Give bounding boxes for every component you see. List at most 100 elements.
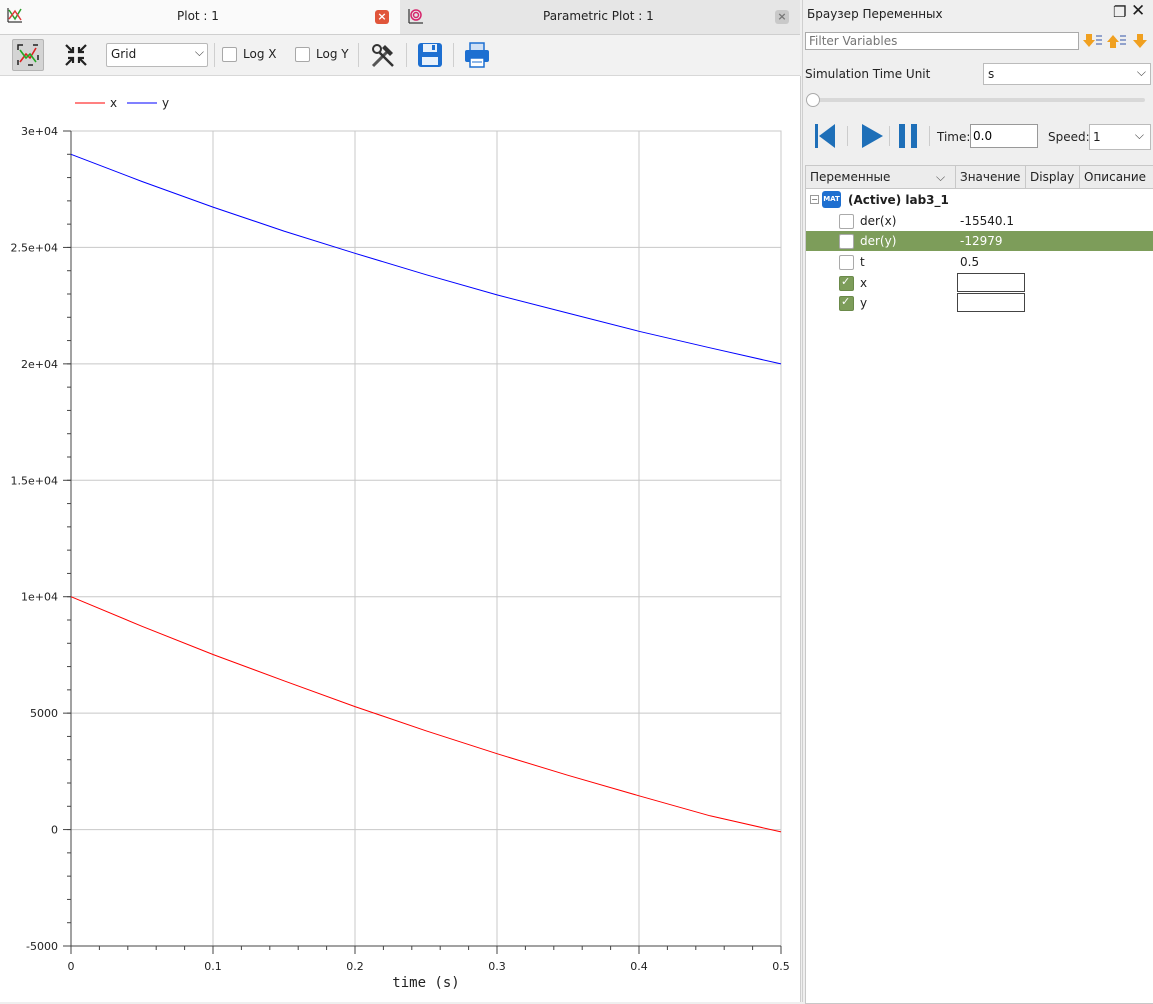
display-value-box[interactable] bbox=[957, 293, 1025, 312]
setup-button[interactable] bbox=[367, 39, 399, 71]
variable-name: x bbox=[860, 276, 868, 290]
speed-label: Speed: bbox=[1048, 130, 1090, 144]
toolbar-separator bbox=[929, 126, 930, 146]
toolbar-separator bbox=[406, 43, 407, 67]
play-button[interactable] bbox=[859, 122, 885, 150]
variable-row[interactable]: y bbox=[806, 293, 1153, 313]
save-button[interactable] bbox=[414, 39, 446, 71]
rewind-button[interactable] bbox=[813, 122, 837, 150]
time-slider-track[interactable] bbox=[811, 98, 1145, 102]
variable-name: der(x) bbox=[860, 214, 897, 228]
toolbar-separator bbox=[214, 43, 215, 67]
series-line-y bbox=[70, 153, 782, 365]
time-unit-label: Simulation Time Unit bbox=[805, 67, 931, 81]
collapse-icon[interactable]: − bbox=[810, 195, 819, 204]
x-tick-label: 0.4 bbox=[630, 960, 648, 973]
variable-checkbox[interactable] bbox=[839, 255, 854, 270]
parametric-plot-icon bbox=[408, 9, 423, 24]
y-tick-label: 2e+04 bbox=[21, 358, 58, 371]
undock-icon[interactable]: ❐ bbox=[1113, 3, 1127, 21]
variable-value: -15540.1 bbox=[960, 214, 1014, 228]
fit-in-view-button[interactable] bbox=[12, 39, 44, 71]
legend-label-y: y bbox=[162, 96, 169, 110]
log-x-checkbox[interactable] bbox=[222, 47, 237, 62]
pause-button[interactable] bbox=[897, 122, 921, 150]
time-input[interactable] bbox=[970, 124, 1038, 148]
close-icon[interactable]: × bbox=[375, 10, 389, 24]
grid-dropdown[interactable]: Grid ⌵ bbox=[106, 43, 208, 67]
collapse-all-icon[interactable] bbox=[1107, 32, 1127, 50]
column-header-label: Переменные bbox=[810, 170, 891, 184]
print-button[interactable] bbox=[461, 39, 493, 71]
x-axis-label: time (s) bbox=[392, 975, 459, 991]
y-tick-label: 1.5e+04 bbox=[11, 474, 58, 487]
tree-model-row[interactable]: − MAT (Active) lab3_1 bbox=[806, 190, 1153, 210]
column-header-display[interactable]: Display bbox=[1026, 166, 1080, 188]
column-header-variables[interactable]: Переменные ⌵ bbox=[806, 166, 956, 188]
series-line-x bbox=[70, 596, 782, 833]
plot-tab-bar: Plot : 1 × Parametric Plot : 1 × bbox=[0, 0, 800, 35]
chevron-down-icon: ⌵ bbox=[936, 170, 946, 184]
variable-row[interactable]: der(x) -15540.1 bbox=[806, 211, 1153, 231]
chart-axes: 0 0.1 0.2 0.3 0.4 0.5 -5000 0 5000 1e+04 1.5e+04 2e… bbox=[11, 125, 790, 973]
time-unit-dropdown[interactable]: s ⌵ bbox=[983, 63, 1151, 85]
x-tick-label: 0.3 bbox=[488, 960, 506, 973]
tab-plot-1[interactable]: Plot : 1 × bbox=[0, 0, 400, 34]
y-tick-label: -5000 bbox=[26, 940, 58, 953]
tree-header: Переменные ⌵ Значение Display Описание bbox=[806, 166, 1153, 189]
time-label: Time: bbox=[937, 130, 971, 144]
chevron-down-icon: ⌵ bbox=[1136, 65, 1146, 79]
expand-all-icon[interactable] bbox=[1083, 32, 1103, 50]
y-tick-label: 3e+04 bbox=[21, 125, 58, 138]
display-value-box[interactable] bbox=[957, 273, 1025, 292]
plot-frame bbox=[70, 130, 782, 947]
tools-icon bbox=[371, 44, 394, 68]
chart-series bbox=[70, 153, 782, 833]
model-name: (Active) lab3_1 bbox=[848, 193, 949, 207]
toolbar-separator bbox=[847, 126, 848, 146]
x-tick-label: 0 bbox=[68, 960, 75, 973]
y-tick-label: 5000 bbox=[30, 707, 58, 720]
log-y-label: Log Y bbox=[316, 47, 349, 61]
time-slider-handle[interactable] bbox=[806, 93, 820, 107]
close-icon[interactable]: ✕ bbox=[1131, 1, 1146, 21]
x-tick-label: 0.1 bbox=[204, 960, 222, 973]
column-header-description[interactable]: Описание bbox=[1084, 170, 1147, 184]
speed-value: 1 bbox=[1093, 130, 1101, 144]
legend-label-x: x bbox=[110, 96, 117, 110]
log-x-label: Log X bbox=[243, 47, 277, 61]
chevron-down-icon: ⌵ bbox=[194, 45, 204, 59]
tab-parametric-plot-1[interactable]: Parametric Plot : 1 × bbox=[401, 0, 800, 34]
variable-checkbox[interactable] bbox=[839, 295, 854, 311]
plot-icon bbox=[7, 8, 22, 23]
save-icon bbox=[418, 43, 442, 67]
zoom-out-button[interactable] bbox=[60, 39, 92, 71]
column-header-value[interactable]: Значение bbox=[956, 166, 1026, 188]
filter-variables-input[interactable] bbox=[805, 32, 1079, 50]
close-icon[interactable]: × bbox=[775, 10, 789, 24]
variable-checkbox[interactable] bbox=[839, 234, 854, 249]
x-tick-label: 0.2 bbox=[346, 960, 364, 973]
log-y-checkbox[interactable] bbox=[295, 47, 310, 62]
sort-down-icon[interactable] bbox=[1133, 32, 1149, 50]
y-tick-label: 2.5e+04 bbox=[11, 241, 58, 254]
variable-checkbox[interactable] bbox=[839, 214, 854, 229]
variable-name: der(y) bbox=[860, 234, 897, 248]
printer-icon bbox=[465, 42, 489, 68]
variable-row[interactable]: t 0.5 bbox=[806, 252, 1153, 272]
variable-checkbox[interactable] bbox=[839, 275, 854, 291]
toolbar-separator bbox=[453, 43, 454, 67]
variable-row[interactable]: der(y) -12979 bbox=[806, 231, 1153, 251]
variable-value: 0.5 bbox=[960, 255, 980, 269]
plot-toolbar: Grid ⌵ Log X Log Y bbox=[0, 35, 800, 76]
variables-browser: Браузер Переменных ❐ ✕ Simulation Time U… bbox=[802, 0, 1153, 1004]
variable-name: t bbox=[860, 255, 865, 269]
toolbar-separator bbox=[889, 126, 890, 146]
variable-row[interactable]: x bbox=[806, 273, 1153, 293]
fit-in-view-icon bbox=[17, 44, 39, 66]
speed-dropdown[interactable]: 1 ⌵ bbox=[1089, 124, 1151, 150]
variables-tree[interactable]: Переменные ⌵ Значение Display Описание −… bbox=[805, 165, 1153, 1004]
